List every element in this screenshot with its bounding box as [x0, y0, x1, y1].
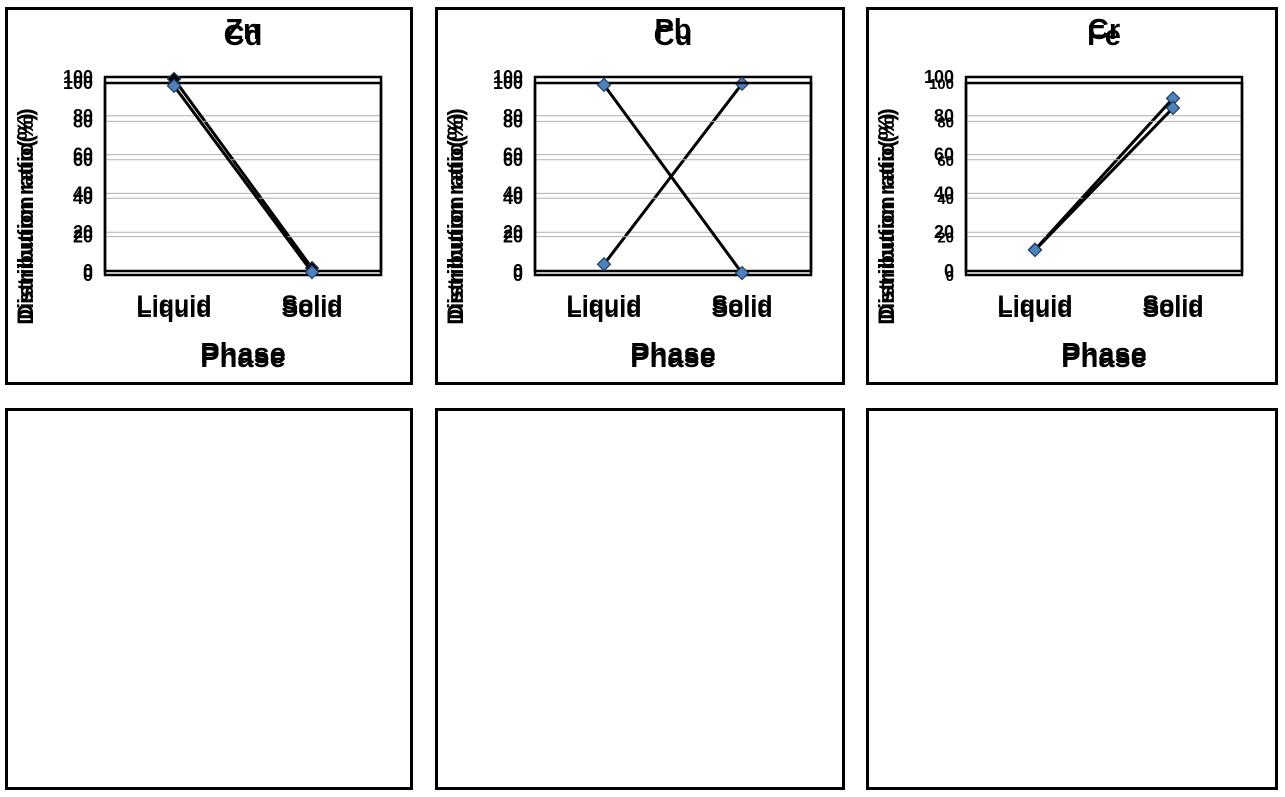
y-tick-label: 20: [503, 227, 523, 247]
y-tick-label: 80: [934, 106, 954, 126]
y-tick-label: 60: [73, 145, 93, 165]
y-tick-label: 40: [503, 183, 523, 203]
y-axis-label: Distribution ratio(%): [874, 108, 899, 319]
data-point-liquid: [166, 78, 182, 94]
y-tick-label: 60: [503, 150, 523, 170]
x-axis-label: Phase: [1061, 338, 1146, 370]
y-tick-label: 80: [73, 106, 93, 126]
chart-title: Zn: [225, 14, 260, 46]
data-point-solid: [1165, 100, 1181, 116]
data-point-solid: [304, 264, 320, 280]
data-point-solid: [734, 265, 750, 281]
x-tick-label: Solid: [711, 291, 772, 319]
chart-panel-pb: Pb 0 20 40 60 80 100 Liquid Solid Phase Distributi…: [435, 7, 845, 385]
x-tick-label: Liquid: [567, 295, 642, 323]
chart-panel-cd: Cd 0 20 40 60 80 100 Liquid Solid Phase Distributi…: [5, 20, 413, 790]
data-point-liquid: [596, 256, 612, 272]
plot-area-frame: [103, 81, 383, 277]
x-tick-label: Liquid: [137, 291, 212, 319]
x-axis-label: Phase: [200, 338, 285, 370]
y-tick-label: 0: [513, 261, 523, 281]
chart-svg: Cr 0 20 40 60 80 100 Liquid Solid Phase Distributi…: [874, 14, 1244, 370]
y-tick-label: 40: [934, 183, 954, 203]
y-tick-label: 40: [503, 188, 523, 208]
y-tick-label: 60: [503, 145, 523, 165]
series-line: [172, 78, 314, 269]
x-tick-label: Liquid: [998, 291, 1073, 319]
x-axis-label: Phase: [1061, 342, 1146, 374]
y-tick-label: 0: [513, 265, 523, 285]
y-tick-label: 20: [937, 230, 954, 247]
y-tick-label: 20: [73, 222, 93, 242]
chart-svg: Zn 0 20 40 60 80 100 Liquid Solid Phase Distributi…: [13, 14, 383, 370]
y-tick-label: 80: [73, 111, 93, 131]
y-tick-label: 100: [493, 73, 523, 93]
y-axis-label: Distribution ratio(%): [13, 108, 38, 319]
y-tick-label: 80: [503, 111, 523, 131]
y-tick-label: 0: [944, 261, 954, 281]
x-tick-label: Liquid: [137, 295, 212, 323]
chart-panel-cr: Cr 0 20 40 60 80 100 Liquid Solid Phase Distributi…: [866, 7, 1278, 385]
chart-title: Cr: [1088, 14, 1120, 46]
x-tick-label: Solid: [281, 291, 342, 319]
y-tick-label: 80: [937, 114, 954, 131]
y-tick-label: 20: [73, 227, 93, 247]
y-tick-label: 20: [503, 222, 523, 242]
y-tick-label: 100: [493, 67, 523, 87]
x-axis-label: Phase: [630, 338, 715, 370]
x-tick-label: Solid: [281, 295, 342, 323]
y-tick-label: 100: [929, 76, 954, 93]
plot-area-frame: [964, 81, 1244, 277]
chart-title: Pb: [654, 14, 691, 46]
chart-title: Fe: [1087, 20, 1121, 52]
y-tick-label: 100: [63, 73, 93, 93]
y-tick-label: 0: [946, 268, 954, 285]
chart-svg: Cu 0 20 40 60 80 100 Liquid Solid Phase Distributi…: [443, 20, 813, 374]
y-tick-label: 0: [83, 265, 93, 285]
y-tick-label: 60: [937, 153, 954, 170]
chart-panel-zn: Zn 0 20 40 60 80 100 Liquid Solid Phase Distributi…: [5, 7, 413, 385]
series-line: [1033, 106, 1175, 252]
chart-title: Cu: [654, 20, 693, 52]
x-axis-label: Phase: [200, 342, 285, 374]
series-line: [602, 84, 744, 274]
x-tick-label: Solid: [1142, 295, 1203, 323]
y-tick-label: 40: [73, 188, 93, 208]
data-point-liquid: [596, 77, 612, 93]
y-tick-label: 80: [503, 106, 523, 126]
chart-svg: Pb 0 20 40 60 80 100 Liquid Solid Phase Distributi…: [443, 14, 813, 370]
chart-svg: Fe 0 20 40 60 80 100 Liquid Solid Phase Distributi…: [874, 20, 1244, 374]
y-tick-label: 100: [63, 67, 93, 87]
x-tick-label: Liquid: [998, 295, 1073, 323]
y-tick-label: 100: [924, 67, 954, 87]
series-line: [602, 82, 744, 266]
chart-panel-cu: Cu 0 20 40 60 80 100 Liquid Solid Phase Distributi…: [435, 20, 845, 790]
chart-title: Cd: [224, 20, 263, 52]
y-tick-label: 40: [937, 191, 954, 208]
y-tick-label: 20: [934, 222, 954, 242]
y-axis-label: Distribution ratio(%): [13, 113, 38, 324]
y-axis-label: Distribution ratio(%): [443, 113, 468, 324]
y-tick-label: 0: [83, 261, 93, 281]
x-tick-label: Liquid: [567, 291, 642, 319]
y-axis-label: Distribution ratio(%): [874, 113, 899, 324]
x-tick-label: Solid: [711, 295, 772, 323]
x-tick-label: Solid: [1142, 291, 1203, 319]
y-axis-label: Distribution ratio(%): [443, 108, 468, 319]
y-tick-label: 60: [934, 145, 954, 165]
plot-area-frame: [533, 81, 813, 277]
x-axis-label: Phase: [630, 342, 715, 374]
data-point-liquid: [1027, 242, 1043, 258]
chart-panel-fe: Fe 0 20 40 60 80 100 Liquid Solid Phase Distributi…: [866, 20, 1278, 790]
series-line: [172, 84, 314, 274]
y-tick-label: 40: [73, 183, 93, 203]
chart-svg: Cd 0 20 40 60 80 100 Liquid Solid Phase Distributi…: [13, 20, 383, 374]
y-tick-label: 60: [73, 150, 93, 170]
